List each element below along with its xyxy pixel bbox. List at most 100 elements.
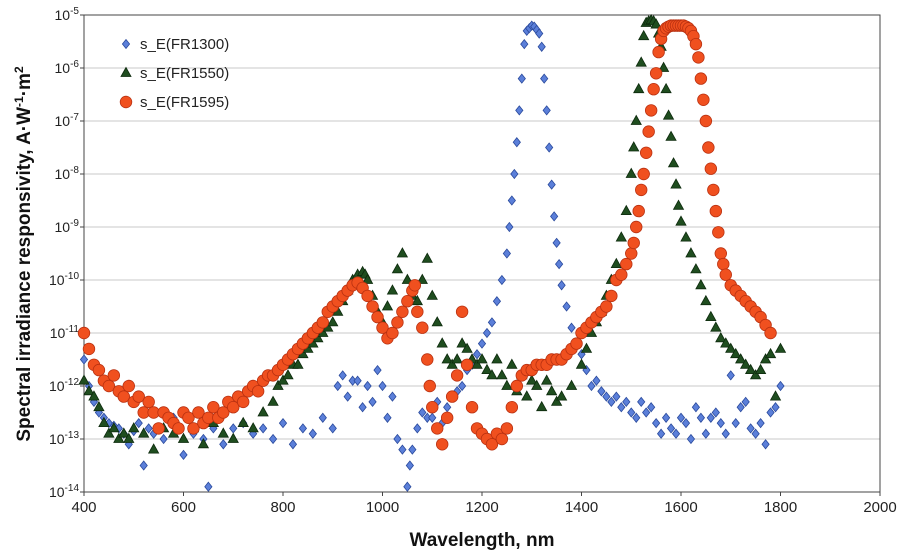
data-point xyxy=(542,105,551,116)
data-point xyxy=(376,321,389,334)
data-point xyxy=(617,402,626,413)
data-point xyxy=(237,416,249,428)
data-point xyxy=(731,417,740,429)
data-point xyxy=(700,294,712,306)
data-point xyxy=(744,363,757,375)
data-point xyxy=(612,391,621,402)
data-point xyxy=(316,316,330,329)
data-point xyxy=(642,125,655,138)
data-point xyxy=(774,342,787,353)
data-point xyxy=(510,379,524,393)
data-point xyxy=(396,247,409,258)
data-point xyxy=(720,337,732,348)
data-point xyxy=(650,18,662,29)
data-point xyxy=(441,353,453,364)
data-point xyxy=(388,391,397,402)
data-point xyxy=(712,226,725,239)
data-point xyxy=(446,358,458,369)
data-point xyxy=(521,390,533,401)
data-point xyxy=(531,379,543,390)
data-point xyxy=(353,375,362,386)
data-point xyxy=(644,104,658,117)
data-point xyxy=(318,412,327,423)
data-series xyxy=(77,13,787,492)
data-point xyxy=(426,401,439,414)
data-point xyxy=(671,428,681,439)
data-point xyxy=(639,146,653,160)
data-point xyxy=(710,321,722,332)
data-point xyxy=(361,289,374,303)
data-point xyxy=(277,374,289,385)
data-point xyxy=(107,369,121,382)
data-point xyxy=(535,28,544,39)
data-point xyxy=(117,390,131,403)
data-point xyxy=(587,380,596,392)
data-point xyxy=(408,444,417,455)
data-point xyxy=(625,167,637,178)
data-point xyxy=(505,221,514,233)
data-point xyxy=(562,301,571,312)
data-point xyxy=(308,428,317,439)
y-tick-label: 10-14 xyxy=(49,483,79,500)
data-point xyxy=(102,379,116,393)
data-point xyxy=(690,263,702,274)
data-point xyxy=(368,396,377,408)
data-point xyxy=(555,390,568,401)
data-point xyxy=(647,402,656,413)
data-point xyxy=(741,396,750,408)
data-point xyxy=(98,416,110,428)
data-point xyxy=(547,179,556,190)
legend-label: s_E(FR1550) xyxy=(140,65,229,82)
data-point xyxy=(721,428,730,439)
data-point xyxy=(686,433,696,445)
y-tick-label: 10-6 xyxy=(55,59,80,76)
x-axis-title: Wavelength, nm xyxy=(410,530,555,551)
data-point xyxy=(761,439,770,450)
data-point xyxy=(431,316,443,327)
data-point xyxy=(411,294,424,306)
data-point xyxy=(660,82,672,94)
data-point xyxy=(487,317,497,328)
data-point xyxy=(251,385,265,398)
data-point xyxy=(450,369,464,382)
data-point xyxy=(627,407,636,418)
data-point xyxy=(217,427,229,438)
data-point xyxy=(88,390,100,401)
data-point xyxy=(615,231,627,242)
data-point xyxy=(401,273,414,284)
y-tick-label: 10-5 xyxy=(55,6,80,23)
data-point xyxy=(428,412,437,423)
data-point xyxy=(501,379,513,390)
data-point xyxy=(620,204,632,216)
data-point xyxy=(662,109,675,120)
data-point xyxy=(661,412,671,423)
data-point xyxy=(416,273,428,284)
data-point xyxy=(625,247,638,260)
data-point xyxy=(378,380,387,392)
data-point xyxy=(756,417,765,429)
data-point xyxy=(398,444,407,455)
data-point xyxy=(666,423,676,434)
data-point xyxy=(492,296,502,307)
data-point xyxy=(545,384,558,396)
data-point xyxy=(685,247,697,258)
data-point xyxy=(681,417,691,429)
data-point xyxy=(217,406,230,419)
data-point xyxy=(526,374,538,385)
data-point xyxy=(391,316,404,329)
data-point xyxy=(92,363,106,377)
data-point xyxy=(177,432,190,443)
data-point xyxy=(108,422,120,433)
data-point xyxy=(597,386,606,397)
data-point xyxy=(715,331,727,343)
data-point xyxy=(159,433,168,445)
data-point xyxy=(142,395,155,409)
x-tick-label: 600 xyxy=(171,499,196,516)
data-point xyxy=(187,422,200,435)
y-tick-label: 10-11 xyxy=(50,324,80,341)
legend-marker xyxy=(121,38,131,50)
data-point xyxy=(491,353,503,364)
data-point xyxy=(537,41,546,52)
data-point xyxy=(656,428,666,439)
data-point xyxy=(632,412,641,423)
